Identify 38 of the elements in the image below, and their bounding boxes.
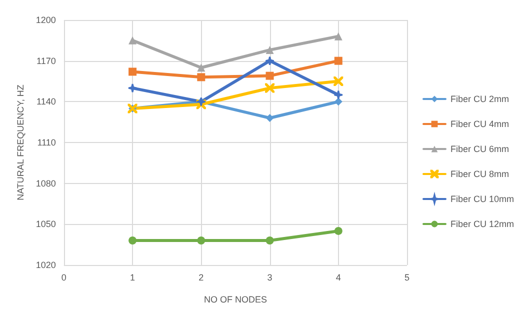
x-tick-label: 4 — [336, 272, 341, 282]
y-tick-label: 1080 — [36, 178, 56, 188]
point — [266, 46, 274, 54]
x-tick-label: 1 — [130, 272, 136, 282]
x-axis-title: NO OF NODES — [204, 294, 267, 304]
legend-label: Fiber CU 12mm — [450, 219, 514, 229]
point — [197, 236, 206, 244]
y-tick-label: 1140 — [36, 96, 56, 107]
legend-label: Fiber CU 2mm — [450, 94, 510, 104]
y-tick-label: 1170 — [36, 56, 56, 66]
y-tick-label: 1050 — [36, 219, 56, 230]
legend-label: Fiber CU 10mm — [450, 194, 514, 204]
point — [334, 32, 342, 40]
point — [197, 64, 206, 72]
x-tick-label: 2 — [198, 272, 204, 282]
point — [266, 114, 274, 122]
legend-label: Fiber CU 4mm — [450, 119, 510, 129]
x-tick-label: 3 — [267, 272, 272, 282]
y-tick-label: 1020 — [36, 260, 56, 270]
point — [128, 236, 137, 244]
point — [265, 56, 275, 66]
point — [334, 90, 344, 100]
y-axis-title: NATURAL FREQUENCY, HZ — [16, 84, 26, 200]
legend-label: Fiber CU 6mm — [450, 144, 510, 154]
point — [266, 72, 274, 80]
point — [197, 73, 206, 82]
x-tick-label: 5 — [404, 272, 410, 282]
x-tick-label: 0 — [61, 272, 66, 282]
point — [334, 98, 342, 106]
legend-label: Fiber CU 8mm — [450, 169, 510, 179]
point — [128, 83, 138, 93]
y-tick-label: 1110 — [37, 138, 56, 148]
point — [128, 36, 137, 44]
point — [128, 68, 137, 76]
y-tick-label: 1200 — [36, 15, 56, 25]
point — [334, 226, 342, 235]
point — [334, 56, 342, 65]
point — [266, 236, 274, 244]
